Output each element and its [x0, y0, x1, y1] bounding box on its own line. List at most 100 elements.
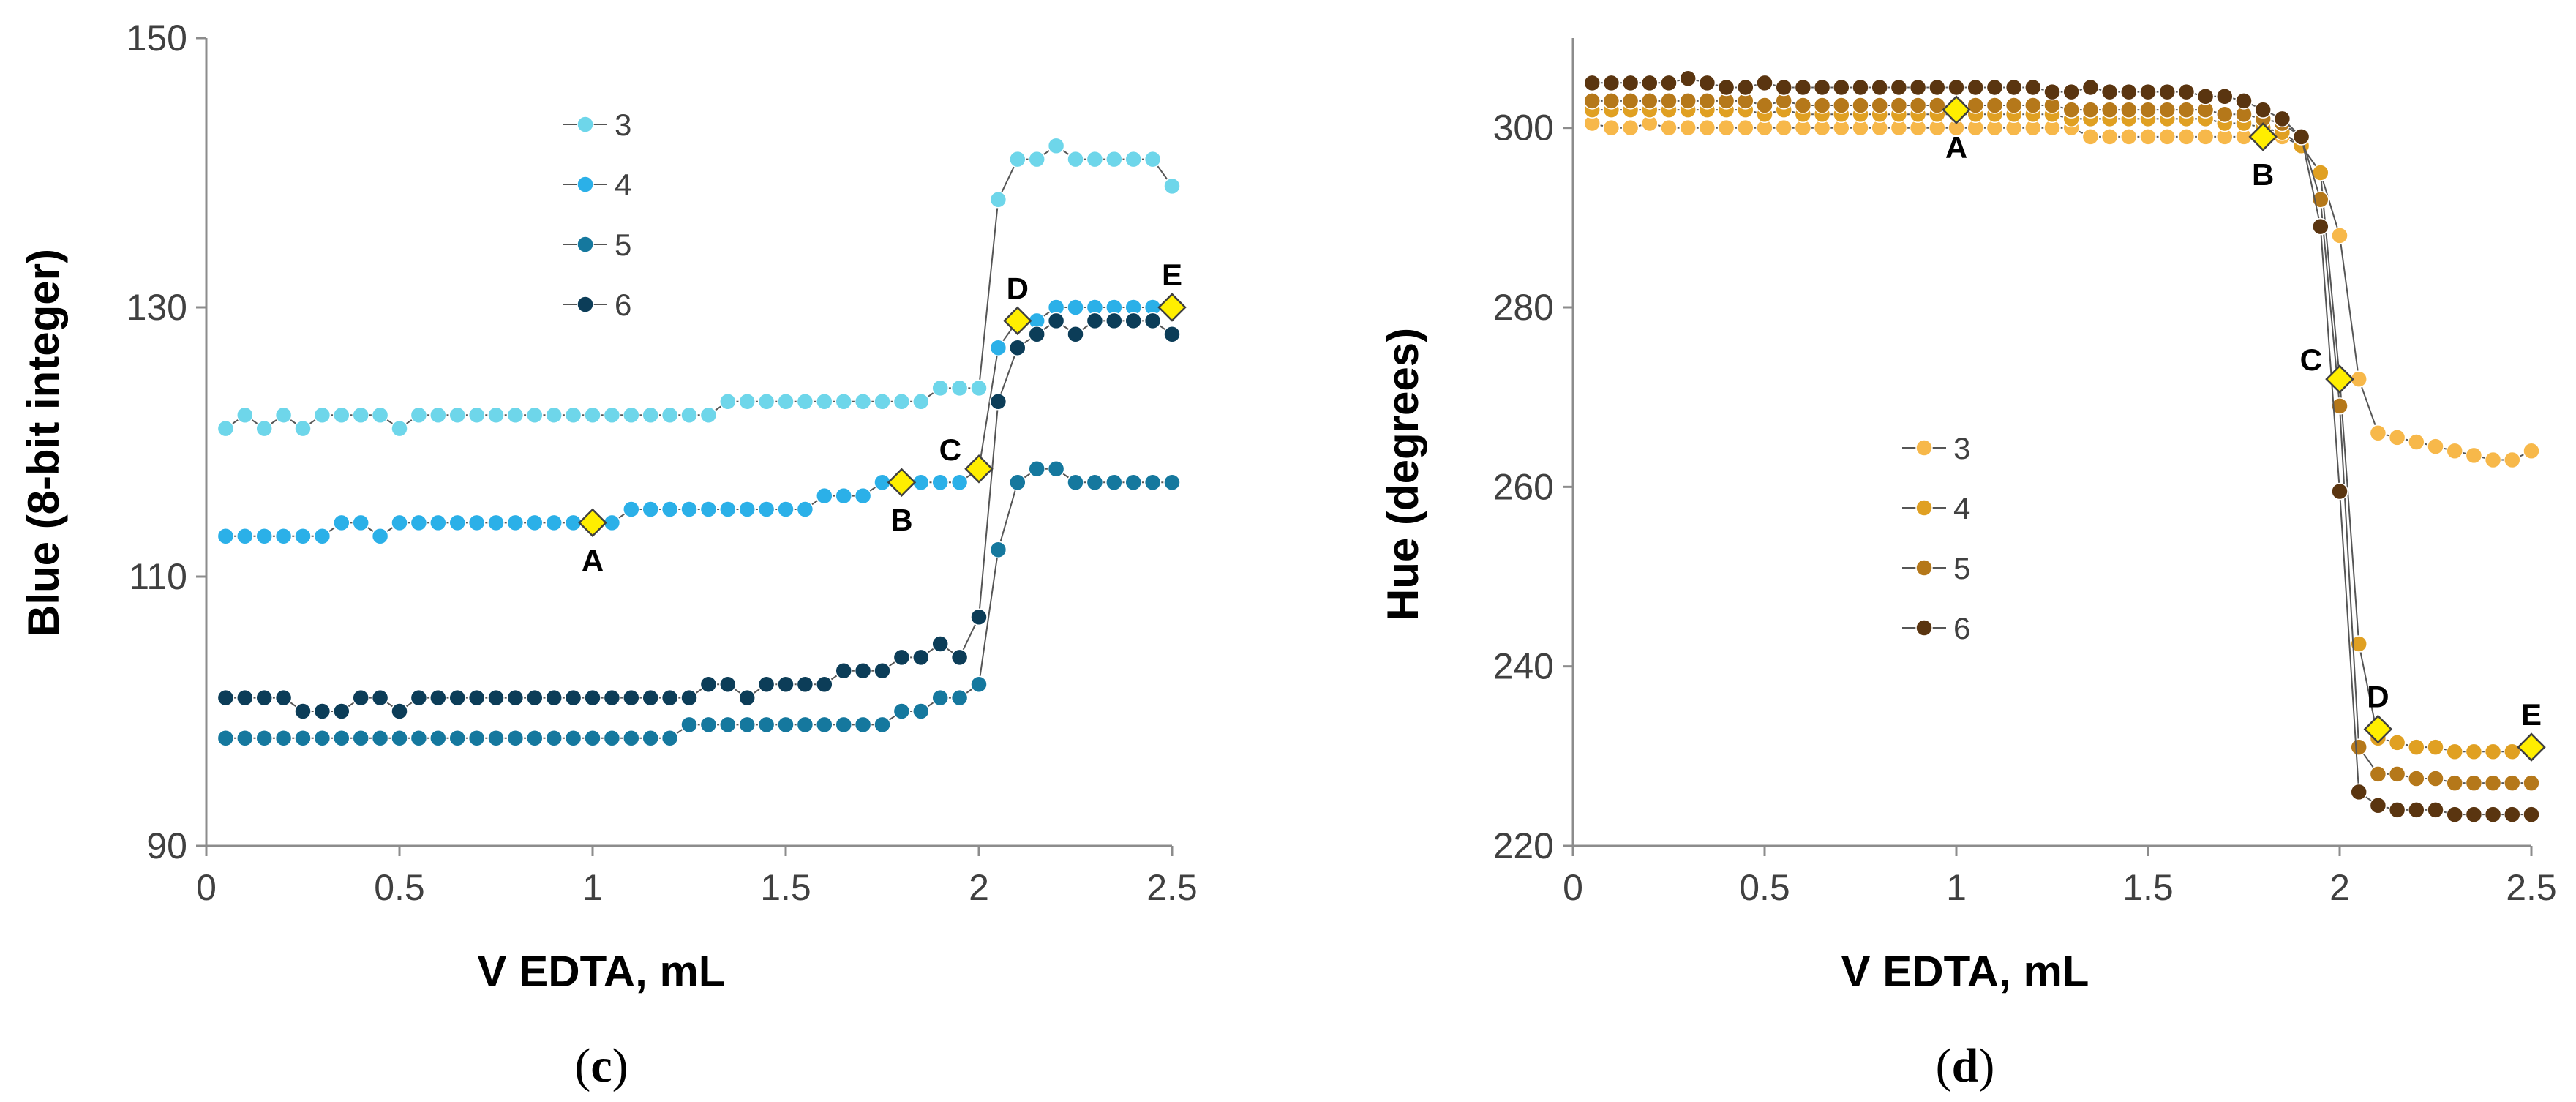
- data-point: [989, 393, 1007, 411]
- data-point: [2465, 446, 2483, 465]
- data-point: [796, 675, 814, 693]
- data-point: [1086, 473, 1104, 491]
- data-point: [970, 379, 988, 397]
- data-point: [661, 730, 679, 747]
- data-point: [661, 689, 679, 707]
- data-point: [2446, 743, 2463, 760]
- data-point: [854, 662, 872, 680]
- data-point: [2446, 774, 2463, 792]
- data-point: [796, 501, 814, 518]
- data-point: [757, 716, 776, 734]
- legend-marker: [1915, 559, 1933, 577]
- data-point: [2484, 743, 2502, 760]
- data-point: [2177, 83, 2196, 101]
- data-point: [757, 393, 776, 411]
- data-point: [2446, 442, 2463, 460]
- data-point: [1602, 119, 1621, 137]
- data-point: [2177, 128, 2196, 146]
- legend-label: 5: [615, 228, 631, 262]
- data-point: [738, 716, 756, 734]
- data-point: [1124, 473, 1142, 491]
- data-point: [1986, 78, 2004, 97]
- data-point: [1144, 473, 1162, 491]
- series-5: [217, 460, 1181, 747]
- legend-entry-6: 6: [563, 288, 631, 322]
- data-point: [1813, 97, 1831, 114]
- data-point: [371, 689, 389, 707]
- data-point: [603, 730, 621, 747]
- data-point: [429, 406, 447, 424]
- data-point: [506, 689, 525, 707]
- data-point: [738, 501, 756, 518]
- data-point: [1583, 92, 1601, 110]
- data-point: [796, 716, 814, 734]
- data-point: [893, 648, 911, 667]
- data-point: [2465, 806, 2483, 823]
- data-point: [429, 730, 447, 747]
- data-point: [950, 379, 969, 397]
- data-point: [623, 689, 640, 707]
- legend-entry-4: 4: [563, 168, 631, 202]
- legend-marker: [1915, 619, 1933, 637]
- data-point: [2177, 101, 2196, 119]
- data-point: [2484, 451, 2502, 469]
- y-tick-label: 150: [127, 18, 187, 59]
- data-point: [2158, 101, 2176, 119]
- data-point: [603, 689, 621, 707]
- data-point: [950, 689, 969, 707]
- data-point: [2024, 78, 2042, 97]
- data-point: [699, 716, 718, 734]
- data-point: [352, 406, 369, 424]
- data-point: [854, 487, 872, 505]
- data-point: [333, 514, 350, 532]
- data-point: [1717, 119, 1735, 137]
- data-point: [2081, 101, 2100, 119]
- data-point: [448, 514, 466, 532]
- series-line: [1592, 78, 2531, 816]
- data-point: [603, 406, 621, 424]
- data-point: [1679, 119, 1697, 137]
- data-point: [2158, 83, 2176, 101]
- data-point: [294, 702, 312, 720]
- data-point: [1028, 326, 1045, 343]
- data-point: [545, 406, 563, 424]
- data-point: [467, 689, 486, 707]
- series-6: [217, 312, 1181, 720]
- data-point: [274, 528, 293, 545]
- series-3: [217, 137, 1181, 438]
- data-point: [2408, 738, 2425, 756]
- data-point: [970, 675, 988, 693]
- data-point: [391, 702, 408, 720]
- data-point: [950, 648, 969, 667]
- data-point: [738, 689, 756, 707]
- x-tick-label: 0.5: [374, 867, 425, 908]
- data-point: [1105, 312, 1123, 330]
- data-point: [584, 730, 601, 747]
- data-point: [1067, 326, 1084, 343]
- data-point: [874, 662, 891, 680]
- data-point: [1794, 97, 1812, 114]
- legend-label: 5: [1953, 551, 1970, 585]
- data-point: [1067, 150, 1084, 168]
- data-point: [835, 487, 852, 505]
- data-point: [313, 730, 331, 747]
- data-point: [410, 689, 428, 707]
- annotation-label-A: A: [582, 543, 604, 577]
- data-point: [526, 689, 544, 707]
- data-point: [2523, 442, 2540, 460]
- annotation-label-C: C: [2300, 342, 2322, 377]
- data-point: [2484, 774, 2502, 792]
- x-tick-label: 0.5: [1739, 867, 1790, 908]
- data-point: [2024, 97, 2042, 114]
- data-point: [2216, 87, 2234, 105]
- data-point: [564, 406, 582, 424]
- data-point: [255, 689, 273, 707]
- y-tick-label: 110: [129, 556, 187, 597]
- data-point: [757, 501, 776, 518]
- x-tick-label: 0: [1563, 867, 1583, 908]
- data-point: [2523, 806, 2540, 823]
- data-point: [274, 730, 293, 747]
- y-tick-label: 240: [1493, 646, 1554, 687]
- data-point: [1871, 78, 1888, 97]
- data-point: [545, 514, 563, 532]
